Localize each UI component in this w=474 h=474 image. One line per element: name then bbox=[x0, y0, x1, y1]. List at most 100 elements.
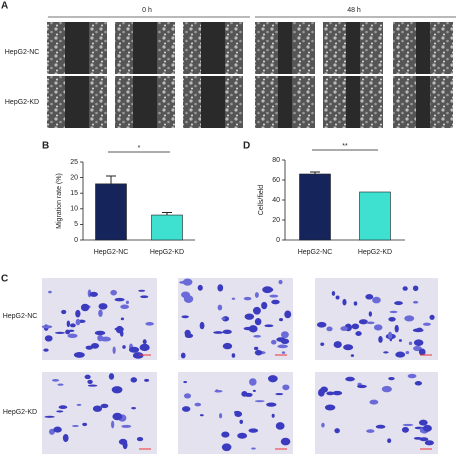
row-label: HepG2-KD bbox=[3, 409, 37, 416]
cell bbox=[41, 325, 53, 329]
cell bbox=[254, 349, 263, 356]
cell bbox=[378, 336, 383, 343]
cell bbox=[394, 301, 403, 306]
cell bbox=[222, 329, 232, 335]
cell bbox=[122, 345, 126, 349]
cell bbox=[264, 324, 274, 328]
row-label: HepG2-KD bbox=[5, 99, 39, 106]
cell bbox=[84, 374, 91, 380]
cell bbox=[251, 447, 256, 450]
cell bbox=[366, 429, 375, 433]
cell bbox=[82, 422, 88, 427]
cell bbox=[69, 323, 76, 328]
cell bbox=[121, 424, 132, 428]
cell bbox=[54, 331, 66, 335]
cell bbox=[383, 351, 389, 354]
y-tick-label: 20 bbox=[70, 174, 78, 181]
cell bbox=[357, 384, 367, 389]
cell bbox=[270, 339, 277, 345]
y-tick-label: 20 bbox=[272, 217, 280, 224]
cell bbox=[48, 428, 55, 435]
cell bbox=[429, 314, 435, 320]
cell bbox=[244, 313, 255, 320]
cell bbox=[369, 399, 379, 405]
cell bbox=[43, 348, 49, 352]
cell bbox=[110, 289, 117, 296]
cell bbox=[98, 309, 103, 317]
cell bbox=[122, 441, 128, 450]
cell bbox=[183, 380, 188, 384]
cell bbox=[128, 346, 140, 353]
cell bbox=[131, 406, 136, 410]
cell bbox=[234, 411, 243, 417]
cell bbox=[76, 403, 82, 406]
cell bbox=[61, 309, 67, 315]
cell bbox=[320, 342, 325, 346]
cell bbox=[221, 443, 232, 452]
cell bbox=[412, 328, 424, 333]
cell bbox=[62, 434, 69, 442]
cell bbox=[402, 286, 408, 291]
bar bbox=[95, 183, 127, 241]
cell bbox=[282, 384, 290, 391]
cell bbox=[419, 427, 423, 433]
panel-label: B bbox=[42, 141, 49, 152]
error-bar bbox=[162, 212, 172, 216]
scratch-gap bbox=[133, 76, 157, 128]
transwell-image bbox=[178, 278, 293, 360]
cell bbox=[132, 352, 144, 359]
x-tick-label: HepG2-NC bbox=[298, 249, 333, 256]
scratch-gap bbox=[65, 76, 89, 128]
cell bbox=[404, 315, 415, 322]
cell bbox=[381, 385, 392, 393]
cell bbox=[142, 339, 147, 345]
cell bbox=[254, 292, 259, 298]
cell bbox=[75, 318, 81, 326]
cell bbox=[252, 306, 261, 315]
cell bbox=[372, 296, 381, 304]
cell bbox=[368, 311, 373, 317]
y-tick-label: 0 bbox=[276, 237, 280, 244]
cell bbox=[262, 287, 274, 293]
cell bbox=[138, 289, 146, 292]
scratch-gap bbox=[346, 76, 360, 128]
cell bbox=[44, 335, 53, 342]
cell bbox=[394, 324, 399, 333]
cell bbox=[87, 379, 93, 384]
cell bbox=[418, 348, 426, 356]
cell bbox=[145, 322, 154, 326]
cell bbox=[316, 321, 327, 328]
scratch-gap bbox=[201, 22, 225, 74]
row-label: HepG2-NC bbox=[5, 49, 40, 56]
cell bbox=[387, 438, 392, 444]
cell bbox=[275, 392, 284, 396]
cell bbox=[326, 326, 333, 332]
cell bbox=[375, 424, 386, 429]
cell bbox=[332, 390, 343, 396]
cell bbox=[253, 334, 262, 338]
cell bbox=[125, 300, 129, 305]
cell bbox=[414, 381, 423, 386]
cell bbox=[231, 297, 236, 300]
cell bbox=[92, 405, 103, 412]
y-tick-label: 10 bbox=[70, 206, 78, 213]
panel-label: D bbox=[243, 141, 250, 152]
cell bbox=[345, 376, 355, 382]
cell bbox=[87, 384, 98, 387]
cell bbox=[395, 351, 406, 358]
cell bbox=[353, 301, 358, 306]
cell bbox=[418, 419, 428, 426]
cell bbox=[144, 378, 150, 382]
error-bar bbox=[106, 175, 116, 184]
cell bbox=[253, 346, 259, 351]
cell bbox=[281, 331, 289, 339]
cell bbox=[237, 432, 248, 439]
y-axis-title: Cells/field bbox=[258, 185, 265, 215]
cell bbox=[213, 331, 224, 334]
x-tick-label: HepG2-KD bbox=[150, 249, 184, 256]
scratch-gap bbox=[65, 22, 89, 74]
cell bbox=[221, 431, 230, 438]
images bbox=[41, 22, 453, 454]
cell bbox=[181, 291, 191, 299]
cell bbox=[85, 345, 94, 350]
